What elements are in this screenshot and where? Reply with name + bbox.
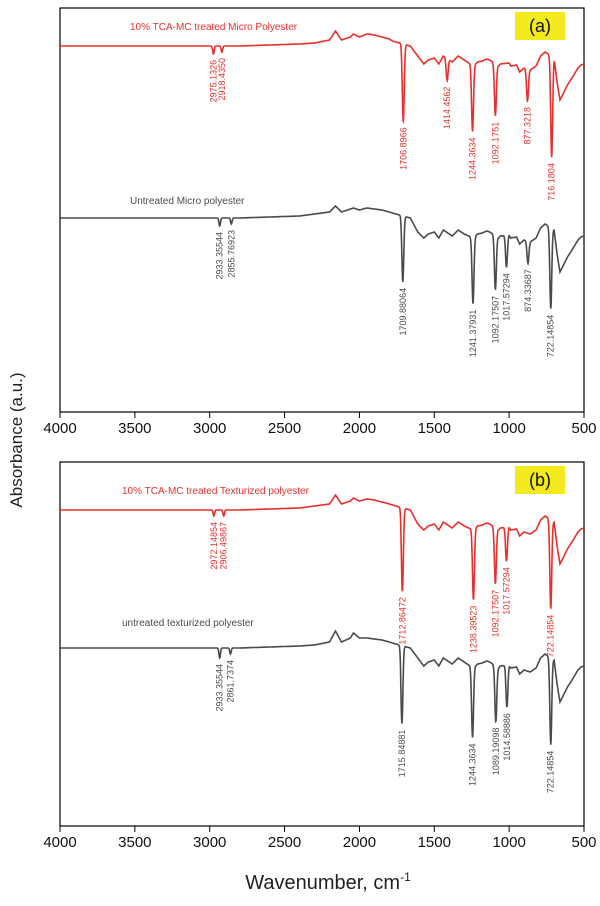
series-line: [60, 629, 585, 745]
peak-label: 722.14854: [546, 615, 556, 658]
peak-label: 1706.8966: [398, 127, 408, 170]
peak-label: 2906.49867: [219, 522, 229, 570]
series-line: [60, 493, 585, 609]
peak-label: 716.1804: [547, 163, 557, 201]
x-tick-label: 3000: [193, 834, 226, 851]
peak-label: 722.14854: [546, 751, 556, 794]
x-tick-label: 2000: [343, 420, 376, 437]
peak-label: 2933.35544: [215, 664, 225, 712]
series-line: [60, 29, 585, 158]
x-axis-label-sup: -1: [400, 870, 411, 884]
x-tick-label: 1500: [418, 420, 451, 437]
peak-label: 1244.3634: [468, 743, 478, 786]
x-tick-label: 2500: [268, 834, 301, 851]
panel-0: 4000 3500 3000 2500 2000 1500 1000 500 (a) 10% TC…: [43, 7, 597, 437]
x-tick-label: 3000: [193, 420, 226, 437]
x-axis-label: Wavenumber, cm-1: [245, 870, 411, 894]
x-tick-label: 1000: [492, 834, 525, 851]
panel-1: 4000 3500 3000 2500 2000 1500 1000 500 (b) 10% TC…: [43, 461, 597, 851]
panel-label-badge: [515, 12, 565, 40]
peak-label: 1092.17507: [490, 296, 500, 344]
peak-label: 2975.1326: [208, 60, 218, 103]
x-axis-label-main: Wavenumber, cm: [245, 872, 400, 894]
peak-label: 2918.4350: [217, 58, 227, 101]
peak-label: 2933.35544: [215, 232, 225, 280]
peak-label: 874.33687: [523, 269, 533, 312]
peak-label: 1017.57294: [502, 273, 512, 321]
x-tick-label: 500: [571, 420, 596, 437]
peak-label: 1014.58886: [502, 713, 512, 761]
peak-label: 1715.84881: [397, 730, 407, 778]
x-tick-label: 3500: [118, 420, 151, 437]
peak-label: 1244.3634: [468, 137, 478, 180]
peak-label: 722.14854: [546, 315, 556, 358]
x-tick-label: 4000: [43, 834, 76, 851]
plot-frame: [59, 461, 585, 827]
x-tick-label: 2000: [343, 834, 376, 851]
x-tick-label: 3500: [118, 834, 151, 851]
panel-label: (a): [529, 16, 551, 36]
peak-label: 2861.7374: [225, 660, 235, 703]
peak-label: 1238.39523: [468, 606, 478, 654]
peak-label: 1089.19098: [491, 728, 501, 776]
peak-label: 1709.88064: [398, 288, 408, 336]
peak-label: 1092.1751: [490, 122, 500, 165]
peak-label: 1017.57294: [502, 567, 512, 615]
series-name-label: 10% TCA-MC treated Texturized polyester: [122, 486, 310, 497]
series-name-label: untreated texturized polyester: [122, 618, 254, 629]
series-name-label: Untreated Micro polyester: [130, 196, 245, 207]
y-axis-label: Absorbance (a.u.): [7, 372, 26, 507]
peak-label: 1241.37931: [468, 310, 478, 358]
series-line: [60, 204, 585, 309]
x-tick-label: 500: [571, 834, 596, 851]
x-tick-label: 1500: [418, 834, 451, 851]
peak-label: 2855.76923: [226, 230, 236, 278]
peak-label: 1092.17507: [490, 590, 500, 638]
peak-label: 1414.4562: [442, 87, 452, 130]
series-name-label: 10% TCA-MC treated Micro Polyester: [130, 22, 298, 33]
panel-label: (b): [529, 470, 551, 490]
peak-label: 1712.86472: [397, 597, 407, 645]
peak-label: 2972.14854: [209, 522, 219, 570]
chart-panels: 4000 3500 3000 2500 2000 1500 1000 500 (a) 10% TC…: [43, 7, 597, 851]
x-tick-label: 4000: [43, 420, 76, 437]
panel-label-badge: [515, 466, 565, 494]
x-tick-label: 2500: [268, 420, 301, 437]
x-tick-label: 1000: [492, 420, 525, 437]
plot-frame: [59, 7, 585, 413]
peak-label: 877.3218: [523, 107, 533, 145]
